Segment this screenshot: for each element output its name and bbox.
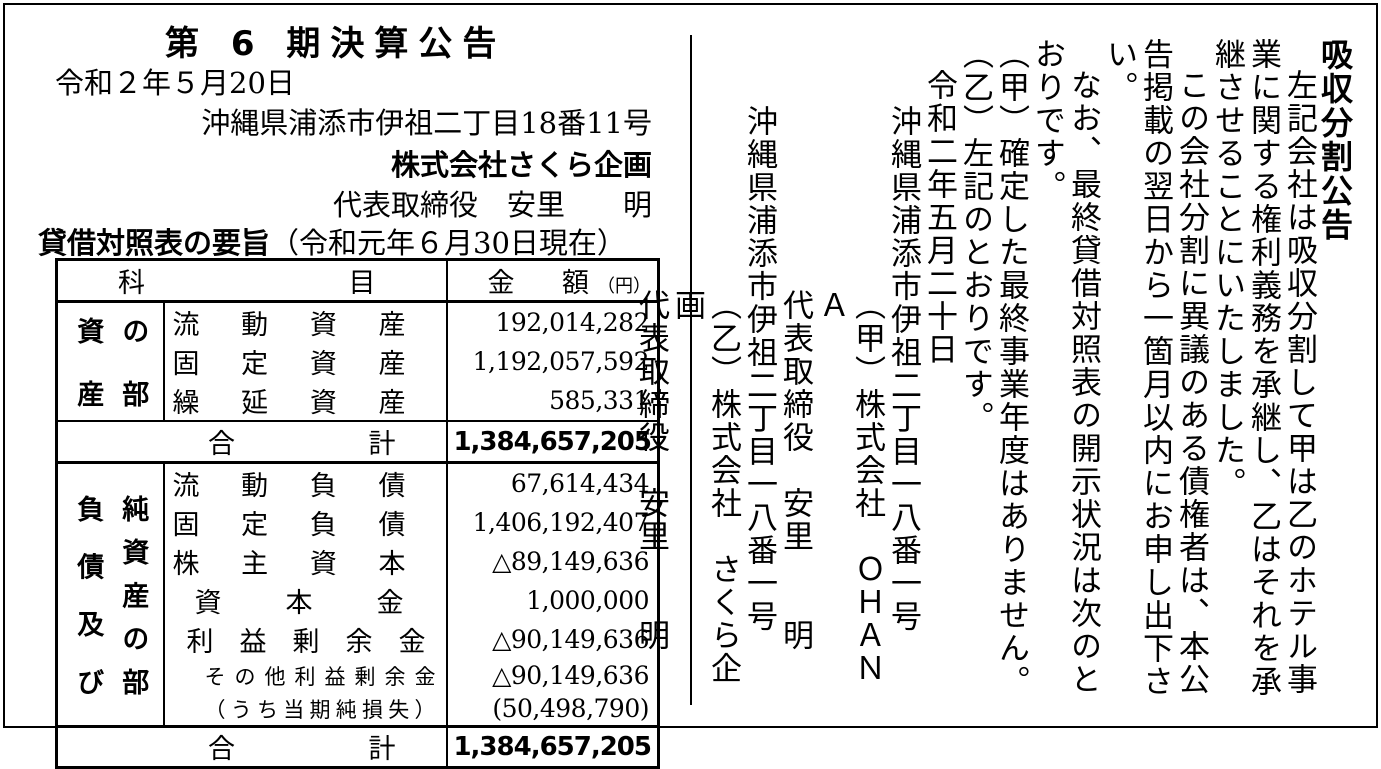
row: （うち当期純損失） (50,498,790) <box>57 692 659 726</box>
item-cell: 利益剰余金 <box>162 620 447 659</box>
row: 負債及び 純資産の部 流動負債 67,614,434 <box>57 462 659 695</box>
total-amount: 1,384,657,205 <box>453 731 652 762</box>
item-label: 株主資本 <box>172 549 406 580</box>
item-label: 繰延資産 <box>172 388 406 419</box>
item-cell: 株主資本 <box>162 542 447 581</box>
total-amount-cell: 1,384,657,205 <box>445 725 659 768</box>
item-cell: その他利益剰余金 <box>162 659 447 692</box>
header-item: 科目 <box>118 268 376 299</box>
row: 株主資本 △89,149,636 <box>57 542 659 581</box>
row: 資産 の部 流動資産 192,014,282 <box>57 301 659 407</box>
section-label-column: 資産 <box>72 316 104 407</box>
row: 固定負債 1,406,192,407 <box>57 503 659 542</box>
amount-cell: △90,149,636 <box>445 659 659 692</box>
party-name: （甲）株式会社 ＯＨＡＮＡ <box>813 289 885 686</box>
row: その他利益剰余金 △90,149,636 <box>57 659 659 692</box>
item-label: 利益剰余金 <box>186 627 426 658</box>
amount-cell: △90,149,636 <box>445 620 659 659</box>
amount-cell: 1,192,057,592 <box>445 342 659 381</box>
item-cell: 繰延資産 <box>162 381 447 421</box>
row: 繰延資産 585,331 <box>57 381 659 421</box>
row: 利益剰余金 △90,149,636 <box>57 620 659 659</box>
paragraph: 左記会社は吸収分割して甲は乙のホテル事業に関する権利義務を承継し、乙はそれを承継… <box>1209 38 1317 698</box>
party-representative: 代表取締役 安里 明 <box>633 289 669 653</box>
amount: (50,498,790) <box>492 694 649 723</box>
party-address: 沖縄県浦添市伊祖二丁目一八番一号 <box>885 104 921 633</box>
item-cell: 流動資産 <box>162 301 447 342</box>
total-row: 合計 1,384,657,205 <box>56 420 659 464</box>
amount: 67,614,434 <box>510 469 650 498</box>
amount: 1,000,000 <box>526 586 649 615</box>
party-address: 沖縄県浦添市伊祖二丁目一八番一号 <box>741 104 777 633</box>
item-cell: 資本金 <box>162 581 447 620</box>
amount-cell: 1,000,000 <box>445 581 659 620</box>
item-label: 資本金 <box>194 588 404 619</box>
total-label: 合計 <box>208 429 396 460</box>
total-row: 合計 1,384,657,205 <box>56 725 659 768</box>
notice-date: 令和２年５月20日 <box>55 66 295 100</box>
announcement-title: 吸収分割公告 <box>1316 38 1354 242</box>
announcement-date: 令和二年五月二十日 <box>921 69 957 366</box>
table-as-of: （令和元年６月30日現在） <box>270 226 626 260</box>
total-amount: 1,384,657,205 <box>453 426 652 457</box>
paragraph: （乙）左記のとおりです。 <box>957 38 993 434</box>
section-label-cell: 負債及び 純資産の部 <box>57 463 164 727</box>
item-label: 流動負債 <box>172 471 406 502</box>
section-label-column: の部 <box>117 316 149 407</box>
amount: 1,406,192,407 <box>472 508 650 537</box>
amount: △90,149,636 <box>492 625 649 654</box>
total-amount-cell: 1,384,657,205 <box>445 420 659 464</box>
amount: 1,192,057,592 <box>472 347 650 376</box>
announcement: 吸収分割公告 左記会社は吸収分割して甲は乙のホテル事業に関する権利義務を承継し、… <box>633 38 1354 703</box>
paragraph: この会社分割に異議のある債権者は、本公告掲載の翌日から一箇月以内にお申し出下さい… <box>1101 38 1209 698</box>
amount: 192,014,282 <box>495 308 649 337</box>
paragraph: なお、最終貸借対照表の開示状況は次のとおりです。 <box>1029 38 1101 696</box>
table-title: 貸借対照表の要旨 <box>38 226 271 260</box>
amount: △89,149,636 <box>492 547 649 576</box>
amount-cell: △89,149,636 <box>445 542 659 581</box>
table-heading: 貸借対照表の要旨（令和元年６月30日現在） <box>38 220 626 262</box>
section-label: 資産 の部 <box>58 317 163 407</box>
amount-cell: 192,014,282 <box>445 301 659 342</box>
paragraph: （甲）確定した最終事業年度はありません。 <box>993 38 1029 698</box>
item-label: 固定負債 <box>172 510 406 541</box>
header-amount: 金額 <box>487 268 590 299</box>
item-cell: （うち当期純損失） <box>162 692 447 726</box>
item-cell: 固定資産 <box>162 342 447 381</box>
notice-title: 第 6 期決算公告 <box>165 24 507 64</box>
header-unit: （円） <box>597 276 651 297</box>
item-label: 固定資産 <box>172 349 406 380</box>
item-label: その他利益剰余金 <box>204 664 436 689</box>
section-label: 負債及び 純資産の部 <box>58 495 163 695</box>
row: 固定資産 1,192,057,592 <box>57 342 659 381</box>
amount: △90,149,636 <box>492 661 649 690</box>
amount-cell: (50,498,790) <box>445 692 659 726</box>
section-label-column: 純資産の部 <box>117 494 149 695</box>
page: 第 6 期決算公告 令和２年５月20日 沖縄県浦添市伊祖二丁目18番11号 株式… <box>3 3 1378 769</box>
section-label-cell: 資産 の部 <box>57 302 164 422</box>
notice-address: 沖縄県浦添市伊祖二丁目18番11号 <box>201 106 652 140</box>
balance-sheet-body: 科目 金額 （円） 資産 の部 流動資産 192,014,282 固定資産 1,192,05… <box>56 259 659 768</box>
party-name: （乙）株式会社 さくら企画 <box>669 289 741 686</box>
row: 資本金 1,000,000 <box>57 581 659 620</box>
total-label: 合計 <box>208 734 396 765</box>
amount-cell: 67,614,434 <box>445 462 659 503</box>
total-label-cell: 合計 <box>56 725 447 768</box>
balance-sheet: 科目 金額 （円） 資産 の部 流動資産 192,014,282 固定資産 1,192,05… <box>55 258 660 769</box>
divider <box>690 35 692 705</box>
header-row: 科目 金額 （円） <box>56 259 659 303</box>
notice-company: 株式会社さくら企画 <box>390 148 652 182</box>
item-cell: 固定負債 <box>162 503 447 542</box>
item-cell: 流動負債 <box>162 462 447 503</box>
amount: 585,331 <box>549 386 649 415</box>
item-label: （うち当期純損失） <box>204 697 436 722</box>
amount-cell: 1,406,192,407 <box>445 503 659 542</box>
party-representative: 代表取締役 安里 明 <box>777 289 813 653</box>
frame <box>3 3 1378 728</box>
section-label-column: 負債及び <box>72 494 104 695</box>
amount-cell: 585,331 <box>445 381 659 421</box>
item-label: 流動資産 <box>172 310 406 341</box>
notice-representative: 代表取締役 安里 明 <box>332 188 652 222</box>
total-label-cell: 合計 <box>56 420 447 464</box>
